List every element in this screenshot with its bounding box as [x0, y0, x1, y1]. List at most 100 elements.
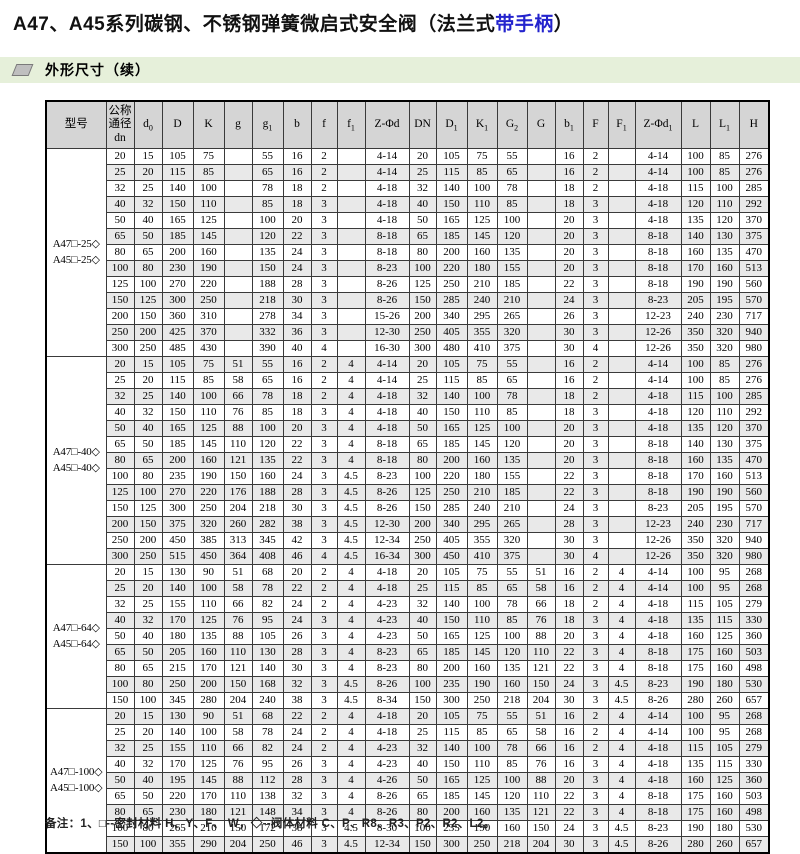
table-cell: 218 [496, 836, 528, 854]
table-cell: 285 [738, 180, 770, 197]
table-cell: 3 [582, 404, 609, 421]
table-cell [607, 276, 636, 293]
table-cell: 16 [554, 372, 584, 389]
table-cell: 32 [282, 676, 312, 693]
table-cell: 40 [282, 340, 312, 357]
table-cell: 268 [738, 708, 770, 725]
table-cell: 210 [192, 820, 225, 837]
table-cell: 75 [466, 148, 498, 165]
table-cell: 16 [282, 372, 312, 389]
table-cell [607, 548, 636, 565]
table-cell: 8-34 [364, 692, 410, 709]
table-cell: 4 [607, 612, 636, 629]
table-cell: 430 [192, 340, 225, 357]
table-cell: 3 [582, 628, 609, 645]
table-cell: 4.5 [607, 820, 636, 837]
table-cell: 80 [133, 676, 163, 693]
table-cell: 65 [496, 372, 528, 389]
table-row: 50 40 180 135 88 105 26 3 4 4-23 50 165 125 100 88 20 3 4… [46, 628, 770, 645]
table-cell: 140 [435, 740, 468, 757]
table-cell: 160 [709, 644, 740, 661]
table-cell: 350 [680, 548, 711, 565]
table-cell: 3 [310, 420, 338, 437]
table-cell: 22 [282, 580, 312, 597]
table-cell: 95 [709, 564, 740, 581]
table-cell: 8-18 [634, 260, 682, 277]
table-cell: 278 [251, 308, 284, 325]
column-header: b1 [554, 100, 584, 149]
table-cell: 16 [554, 580, 584, 597]
table-cell [526, 532, 556, 549]
table-cell: 150 [133, 308, 163, 325]
table-cell: 175 [680, 804, 711, 821]
table-cell: 350 [680, 532, 711, 549]
table-cell: 78 [251, 724, 284, 741]
table-cell: 4 [607, 804, 636, 821]
table-cell: 75 [466, 708, 498, 725]
table-cell [526, 308, 556, 325]
table-cell: 100 [680, 164, 711, 181]
table-cell: 190 [192, 468, 225, 485]
table-cell: 24 [282, 740, 312, 757]
table-cell: 65 [105, 644, 135, 661]
table-cell: 85 [466, 164, 498, 181]
table-cell: 100 [408, 468, 437, 485]
table-cell: 24 [554, 292, 584, 309]
table-cell: 8-26 [364, 292, 410, 309]
table-cell: 135 [251, 452, 284, 469]
table-cell [223, 180, 253, 197]
table-cell: 4-14 [634, 564, 682, 581]
table-row: 100 80 250 200 150 168 32 3 4.5 8-26 100 235 190 160 1… [46, 676, 770, 693]
table-cell: 4-18 [364, 212, 410, 229]
table-cell: 55 [496, 708, 528, 725]
table-row: 65 50 220 170 110 138 32 3 4 8-26 65 185 145 120 110 22… [46, 788, 770, 805]
table-cell: 204 [526, 692, 556, 709]
table-cell: 115 [161, 164, 194, 181]
table-cell: 125 [105, 276, 135, 293]
table-cell: 20 [105, 356, 135, 373]
table-cell [223, 148, 253, 165]
table-cell: 58 [223, 372, 253, 389]
table-row: 150 100 355 290 204 250 46 3 4.5 12-34 150 300 250 21… [46, 836, 770, 854]
table-cell: 3 [310, 756, 338, 773]
table-row: 50 40 165 125 88 100 20 3 4 4-18 50 165 125 100 20 3 4-1… [46, 420, 770, 437]
table-cell: 125 [466, 212, 498, 229]
table-cell: 250 [192, 500, 225, 517]
table-cell: 2 [310, 580, 338, 597]
table-cell: 250 [408, 324, 437, 341]
table-cell: 105 [435, 356, 468, 373]
table-cell: 40 [133, 772, 163, 789]
table-cell: 172 [251, 820, 284, 837]
table-cell: 100 [496, 420, 528, 437]
table-cell: 360 [738, 772, 770, 789]
table-cell: 85 [192, 164, 225, 181]
table-cell: 18 [554, 404, 584, 421]
table-cell [223, 292, 253, 309]
model-label: A47□-25◇ A45□-25◇ [45, 148, 107, 357]
table-cell: 4-18 [634, 388, 682, 405]
table-cell: 3 [582, 820, 609, 837]
table-cell: 22 [554, 276, 584, 293]
table-cell: 115 [435, 724, 468, 741]
table-cell: 279 [738, 740, 770, 757]
table-cell: 570 [738, 292, 770, 309]
table-cell: 4-18 [634, 596, 682, 613]
table-cell: 4-18 [634, 212, 682, 229]
table-cell: 8-18 [634, 644, 682, 661]
table-cell: 3 [310, 532, 338, 549]
table-cell: 2 [582, 164, 609, 181]
table-cell: 204 [223, 836, 253, 854]
table-cell: 250 [133, 340, 163, 357]
table-cell: 8-23 [634, 676, 682, 693]
table-cell: 200 [133, 532, 163, 549]
table-cell: 4-23 [364, 612, 410, 629]
table-cell [607, 468, 636, 485]
table-cell: 110 [466, 756, 498, 773]
table-cell: 135 [496, 452, 528, 469]
table-cell: 8-18 [634, 244, 682, 261]
table-cell: 22 [554, 788, 584, 805]
table-cell: 190 [680, 676, 711, 693]
table-cell: 100 [251, 420, 284, 437]
table-cell: 204 [223, 692, 253, 709]
table-cell: 8-26 [364, 500, 410, 517]
